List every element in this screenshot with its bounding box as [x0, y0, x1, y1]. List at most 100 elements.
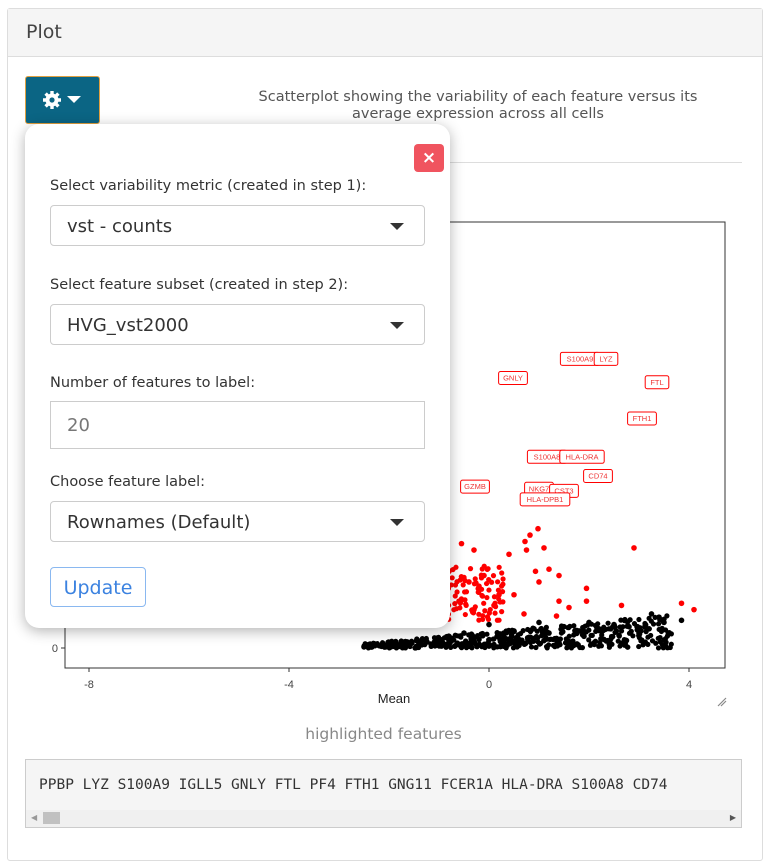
- point-highlighted: [511, 591, 517, 598]
- panel-title: Plot: [8, 9, 762, 57]
- point-other: [419, 637, 425, 643]
- nlabel-label: Number of features to label:: [50, 375, 256, 391]
- point-other: [486, 621, 492, 628]
- point-other: [496, 632, 502, 639]
- point-label: CST3: [554, 486, 573, 495]
- point-other: [553, 635, 560, 642]
- point-other: [624, 644, 630, 650]
- point-label: HLA-DRA: [566, 452, 599, 461]
- point-other: [422, 642, 428, 648]
- point-highlighted: [457, 577, 463, 583]
- label-box: [593, 351, 619, 366]
- point-other: [382, 642, 388, 648]
- point-label: LYZ: [599, 354, 613, 363]
- point-other: [451, 637, 457, 643]
- point-other: [541, 637, 547, 644]
- point-other: [571, 632, 577, 638]
- point-other: [566, 638, 572, 645]
- point-highlighted: [462, 611, 468, 618]
- point-highlighted: [460, 582, 466, 588]
- scroll-left-icon[interactable]: ◀: [31, 813, 38, 822]
- subset-select[interactable]: HVG_vst2000: [50, 304, 425, 345]
- point-highlighted: [500, 576, 506, 582]
- point-highlighted: [691, 606, 697, 613]
- highlighted-features-text: PPBP LYZ S100A9 IGLL5 GNLY FTL PF4 FTH1 …: [39, 777, 668, 793]
- close-button[interactable]: ×: [414, 144, 444, 172]
- point-highlighted: [495, 579, 501, 585]
- point-other: [636, 643, 642, 650]
- point-other: [605, 620, 611, 626]
- scatterplot: -8 -4 0 4 0 Mean S100A9 LYZ GNLY FTL FTH1 S100A8 HLA…: [52, 221, 727, 707]
- point-other: [616, 632, 622, 639]
- label-box: [627, 411, 657, 426]
- point-other: [406, 640, 412, 647]
- point-highlighted: [467, 566, 474, 572]
- point-other: [577, 644, 583, 651]
- update-button[interactable]: Update: [50, 567, 146, 607]
- horizontal-scrollbar[interactable]: ◀ ▶: [26, 810, 741, 827]
- point-other: [527, 639, 534, 646]
- point-other: [586, 619, 592, 626]
- point-highlighted: [472, 576, 478, 582]
- point-other: [361, 644, 367, 650]
- point-other: [620, 624, 626, 630]
- point-other: [667, 644, 673, 651]
- point-label: GZMB: [464, 482, 486, 491]
- point-other: [461, 630, 467, 636]
- point-highlighted: [618, 602, 625, 609]
- point-highlighted: [527, 532, 533, 538]
- metric-select[interactable]: vst - counts: [50, 205, 425, 246]
- point-other: [608, 633, 615, 640]
- point-other: [520, 628, 526, 634]
- point-highlighted: [566, 604, 572, 611]
- point-other: [591, 639, 597, 645]
- point-other: [581, 633, 587, 640]
- settings-dropdown-button[interactable]: [25, 76, 100, 124]
- point-highlighted: [499, 609, 505, 615]
- x-tick-label: -4: [284, 679, 294, 691]
- metric-value: vst - counts: [67, 216, 173, 237]
- point-other: [446, 634, 452, 641]
- point-highlighted: [499, 589, 506, 595]
- point-highlighted: [536, 579, 542, 585]
- point-highlighted: [496, 564, 502, 570]
- point-highlighted: [583, 598, 590, 604]
- point-other: [423, 635, 429, 642]
- point-other: [571, 623, 577, 629]
- point-other: [586, 637, 592, 643]
- point-other: [642, 639, 649, 645]
- subset-value: HVG_vst2000: [67, 315, 189, 336]
- point-other: [656, 614, 662, 620]
- point-other: [589, 632, 595, 638]
- point-highlighted: [457, 605, 463, 611]
- scrollbar-thumb[interactable]: [43, 812, 60, 824]
- point-highlighted: [522, 538, 528, 545]
- point-other: [396, 643, 402, 649]
- point-highlighted: [451, 607, 457, 613]
- point-other: [617, 643, 623, 649]
- point-highlighted: [678, 600, 685, 607]
- point-highlighted: [452, 593, 458, 599]
- plot-description: Scatterplot showing the variability of e…: [258, 89, 698, 122]
- point-highlighted: [471, 606, 477, 613]
- label-box: [498, 370, 528, 385]
- nlabel-input[interactable]: 20: [50, 401, 425, 449]
- point-other: [561, 623, 567, 630]
- label-box: [519, 492, 571, 507]
- point-highlighted: [546, 566, 552, 572]
- point-other: [643, 622, 649, 628]
- feature-label-select[interactable]: Rownames (Default): [50, 501, 425, 542]
- point-other: [646, 626, 652, 632]
- point-other: [452, 632, 458, 638]
- point-other: [572, 628, 578, 634]
- scroll-right-icon[interactable]: ▶: [729, 813, 736, 822]
- point-other: [511, 628, 517, 634]
- point-other: [533, 644, 539, 651]
- point-other: [655, 621, 662, 627]
- point-other: [646, 615, 652, 621]
- caret-down-icon: [390, 322, 404, 329]
- point-other: [596, 626, 602, 632]
- point-highlighted: [466, 579, 472, 585]
- point-other: [463, 638, 469, 644]
- point-highlighted: [480, 616, 486, 623]
